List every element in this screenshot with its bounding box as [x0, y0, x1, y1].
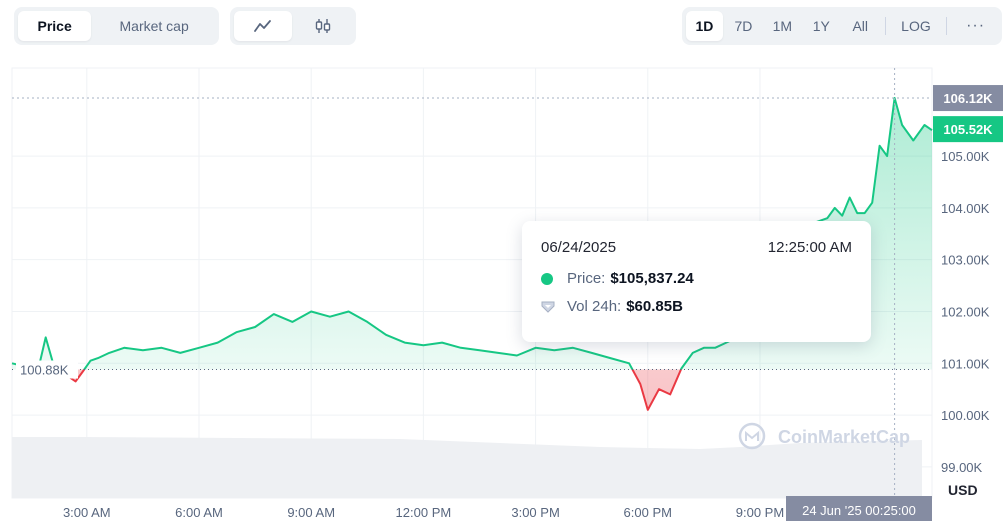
tooltip-vol-value: $60.85B	[626, 298, 683, 315]
line-chart-button[interactable]	[234, 11, 292, 41]
coinmarketcap-logo: CoinMarketCap	[738, 422, 910, 450]
tooltip-time: 12:25:00 AM	[767, 239, 852, 256]
x-tick-label: 3:00 AM	[63, 505, 111, 520]
range-1d[interactable]: 1D	[686, 11, 723, 41]
x-tick-label: 6:00 PM	[624, 505, 672, 520]
candlestick-icon	[315, 19, 331, 33]
range-7d[interactable]: 7D	[725, 11, 762, 41]
x-tick-label: 9:00 PM	[736, 505, 784, 520]
open-price-label: 100.88K	[20, 363, 69, 378]
range-divider	[884, 17, 886, 35]
current-price-badge	[933, 116, 1003, 143]
candlestick-button[interactable]	[294, 11, 352, 41]
x-tick-label: 12:00 PM	[396, 505, 452, 520]
cmc-logo-mark	[745, 430, 759, 441]
volume-area	[12, 437, 922, 498]
price-area-up	[12, 98, 932, 370]
crosshair-time-label: 24 Jun '25 00:25:00	[802, 503, 916, 518]
tooltip-price-value: $105,837.24	[610, 270, 694, 287]
volume-bars	[12, 437, 922, 498]
y-axis: 99.00K 100.00K 101.00K 102.00K 103.00K 104.00…	[933, 85, 1003, 498]
tooltip-price-label: Price:	[567, 270, 606, 287]
y-tick-label: 105.00K	[941, 149, 990, 164]
price-series	[11, 97, 933, 411]
range-divider	[946, 17, 948, 35]
y-tick-label: 101.00K	[941, 356, 990, 371]
price-tab[interactable]: Price	[18, 11, 92, 41]
y-tick-label: 100.00K	[941, 408, 990, 423]
chart-type-toggle	[230, 7, 356, 45]
x-tick-label: 6:00 AM	[175, 505, 223, 520]
line-chart-icon	[254, 20, 271, 32]
x-tick-label: 9:00 AM	[287, 505, 335, 520]
y-tick-label: 99.00K	[941, 460, 983, 475]
price-dot-icon	[541, 272, 553, 285]
volume-icon	[541, 301, 555, 313]
range-all[interactable]: All	[842, 11, 879, 41]
open-price-label-bg	[16, 360, 78, 379]
log-scale-button[interactable]: LOG	[892, 11, 941, 41]
watermark-text: CoinMarketCap	[778, 427, 910, 447]
tooltip-vol-label: Vol 24h:	[567, 298, 622, 315]
chart-tooltip: 06/24/2025 12:25:00 AM Price: $105,837.2…	[522, 221, 871, 342]
time-range-toggle: 1D 7D 1M 1Y All LOG ···	[682, 7, 1002, 45]
y-tick-label: 102.00K	[941, 304, 990, 319]
current-price-label: 105.52K	[943, 122, 993, 137]
y-tick-label: 103.00K	[941, 253, 990, 268]
high-price-label: 106.12K	[943, 91, 993, 106]
currency-label: USD	[948, 482, 978, 498]
x-tick-label: 3:00 PM	[511, 505, 559, 520]
price-line-up	[11, 97, 933, 370]
y-tick-label: 104.00K	[941, 201, 990, 216]
tooltip-date: 06/24/2025	[541, 239, 617, 256]
market-cap-tab[interactable]: Market cap	[93, 11, 215, 41]
high-price-badge	[933, 85, 1003, 112]
x-axis: 3:00 AM 6:00 AM 9:00 AM 12:00 PM 3:00 PM 6:00…	[63, 505, 784, 520]
metric-toggle: Price Market cap	[14, 7, 219, 45]
chart-overlay: 100.88K 24 Jun '25 00:25:00 CoinMarketCap	[12, 68, 932, 521]
range-1m[interactable]: 1M	[764, 11, 801, 41]
more-options-button[interactable]: ···	[953, 11, 998, 41]
range-1y[interactable]: 1Y	[803, 11, 840, 41]
cmc-logo-icon	[738, 422, 766, 450]
crosshair-time-badge	[786, 496, 932, 521]
